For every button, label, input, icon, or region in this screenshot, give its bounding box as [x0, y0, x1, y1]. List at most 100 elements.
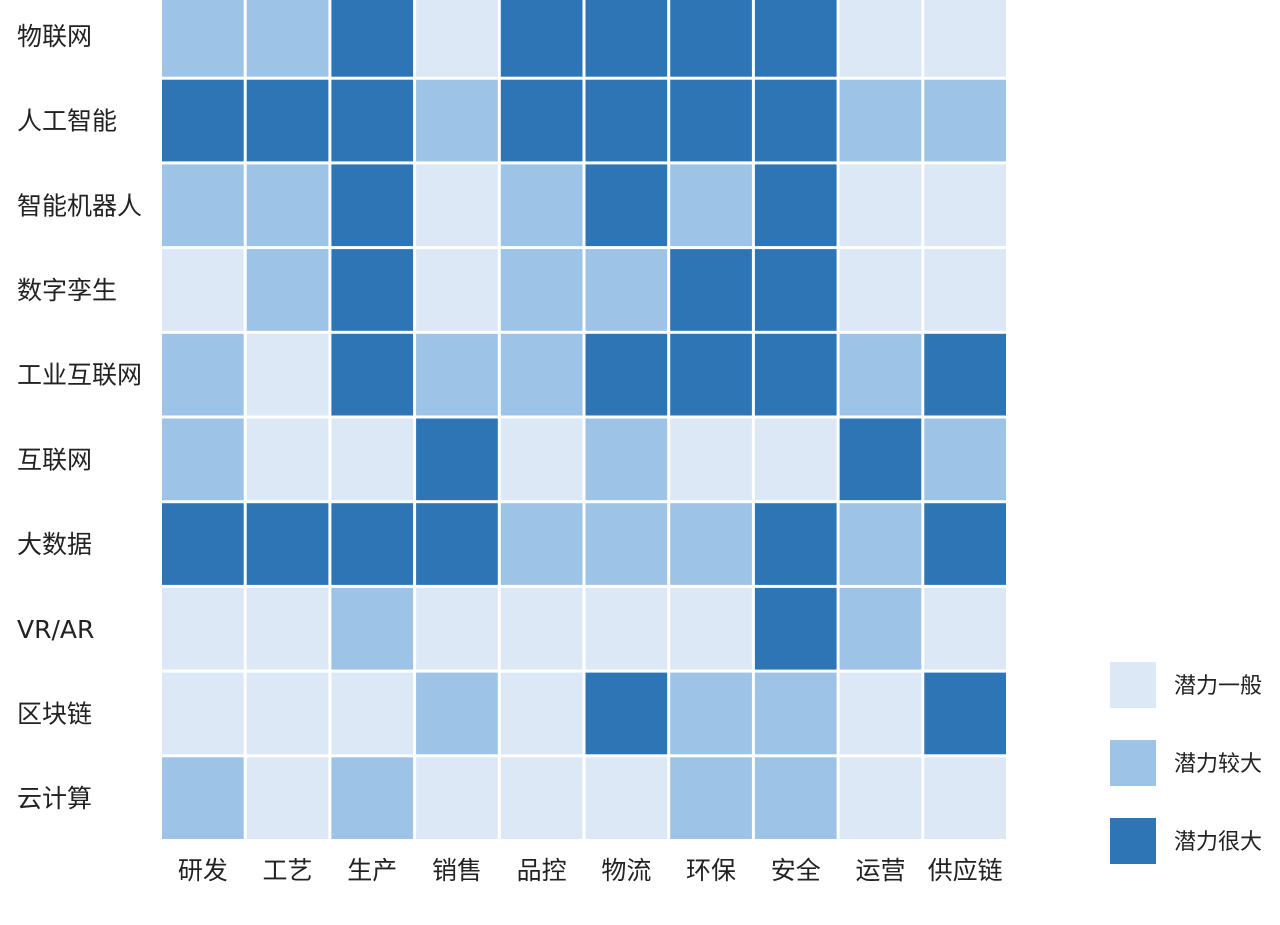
heatmap-cell — [246, 249, 329, 331]
legend-label: 潜力较大 — [1174, 752, 1262, 777]
heatmap-cell — [924, 333, 1006, 416]
heatmap-cell — [839, 503, 922, 585]
heatmap-cell — [754, 164, 837, 247]
heatmap-cell — [670, 0, 752, 77]
y-tick-label: 智能机器人 — [17, 191, 142, 220]
heatmap-cell — [839, 249, 922, 331]
heatmap-cells — [162, 0, 1006, 839]
heatmap-cell — [670, 587, 752, 670]
legend-label: 潜力一般 — [1174, 674, 1262, 699]
x-tick-label: 生产 — [347, 856, 397, 885]
heatmap-cell — [924, 503, 1006, 585]
heatmap-cell — [924, 587, 1006, 670]
heatmap-cell — [331, 0, 414, 77]
heatmap-cell — [754, 418, 837, 501]
heatmap-cell — [162, 0, 244, 77]
y-tick-label: 互联网 — [17, 445, 92, 474]
heatmap-cell — [670, 672, 752, 755]
heatmap-cell — [331, 418, 414, 501]
heatmap-cell — [754, 587, 837, 670]
y-tick-label: 物联网 — [17, 22, 92, 51]
legend-swatch — [1110, 662, 1156, 708]
heatmap-cell — [585, 503, 668, 585]
heatmap-cell — [924, 79, 1006, 162]
y-tick-label: 区块链 — [17, 699, 92, 728]
heatmap-cell — [754, 757, 837, 839]
heatmap-cell — [585, 418, 668, 501]
heatmap-cell — [924, 164, 1006, 247]
y-tick-label: 工业互联网 — [17, 361, 142, 390]
heatmap-cell — [246, 757, 329, 839]
x-tick-label: 供应链 — [928, 856, 1003, 885]
heatmap-cell — [839, 0, 922, 77]
heatmap-cell — [754, 249, 837, 331]
heatmap-cell — [500, 757, 583, 839]
x-tick-label: 运营 — [855, 856, 905, 885]
heatmap-cell — [162, 672, 244, 755]
heatmap-cell — [331, 333, 414, 416]
x-tick-label: 物流 — [601, 856, 651, 885]
heatmap-cell — [246, 418, 329, 501]
heatmap-cell — [924, 249, 1006, 331]
heatmap-cell — [839, 418, 922, 501]
x-tick-label: 环保 — [686, 856, 736, 885]
heatmap-cell — [416, 418, 498, 501]
heatmap-cell — [585, 249, 668, 331]
heatmap-cell — [924, 672, 1006, 755]
heatmap-cell — [246, 0, 329, 77]
heatmap-cell — [162, 164, 244, 247]
heatmap-cell — [839, 757, 922, 839]
heatmap-cell — [670, 164, 752, 247]
legend-swatch — [1110, 818, 1156, 864]
x-tick-label: 品控 — [517, 856, 567, 885]
heatmap-cell — [839, 333, 922, 416]
heatmap-cell — [331, 757, 414, 839]
heatmap-cell — [670, 333, 752, 416]
heatmap-cell — [500, 249, 583, 331]
heatmap-cell — [585, 587, 668, 670]
heatmap-cell — [585, 164, 668, 247]
heatmap-cell — [585, 672, 668, 755]
heatmap-cell — [500, 333, 583, 416]
heatmap-cell — [500, 164, 583, 247]
x-tick-label: 安全 — [771, 856, 821, 885]
heatmap-cell — [924, 0, 1006, 77]
heatmap-cell — [331, 587, 414, 670]
heatmap-cell — [416, 333, 498, 416]
heatmap-cell — [500, 587, 583, 670]
heatmap-cell — [416, 672, 498, 755]
y-tick-label: 数字孪生 — [17, 276, 117, 305]
heatmap-cell — [754, 503, 837, 585]
heatmap-cell — [162, 587, 244, 670]
heatmap-cell — [416, 79, 498, 162]
heatmap-cell — [246, 164, 329, 247]
x-axis-labels: 研发 工艺 生产 销售 品控 物流 环保 安全 运营 供应链 — [178, 856, 1003, 885]
heatmap-cell — [839, 79, 922, 162]
heatmap-cell — [754, 672, 837, 755]
heatmap-cell — [246, 79, 329, 162]
heatmap-cell — [246, 503, 329, 585]
heatmap-cell — [416, 0, 498, 77]
heatmap-cell — [839, 164, 922, 247]
heatmap-cell — [162, 79, 244, 162]
x-tick-label: 研发 — [178, 856, 228, 885]
heatmap-cell — [754, 0, 837, 77]
heatmap-cell — [500, 503, 583, 585]
heatmap-cell — [670, 79, 752, 162]
y-tick-label: 大数据 — [17, 530, 92, 559]
heatmap-cell — [500, 418, 583, 501]
y-tick-label: VR/AR — [17, 615, 94, 644]
heatmap-cell — [416, 503, 498, 585]
heatmap-cell — [331, 79, 414, 162]
heatmap-cell — [500, 79, 583, 162]
heatmap-cell — [416, 249, 498, 331]
heatmap-cell — [416, 164, 498, 247]
heatmap-cell — [162, 503, 244, 585]
heatmap-cell — [246, 587, 329, 670]
heatmap-cell — [162, 249, 244, 331]
heatmap-cell — [670, 757, 752, 839]
heatmap-cell — [585, 79, 668, 162]
